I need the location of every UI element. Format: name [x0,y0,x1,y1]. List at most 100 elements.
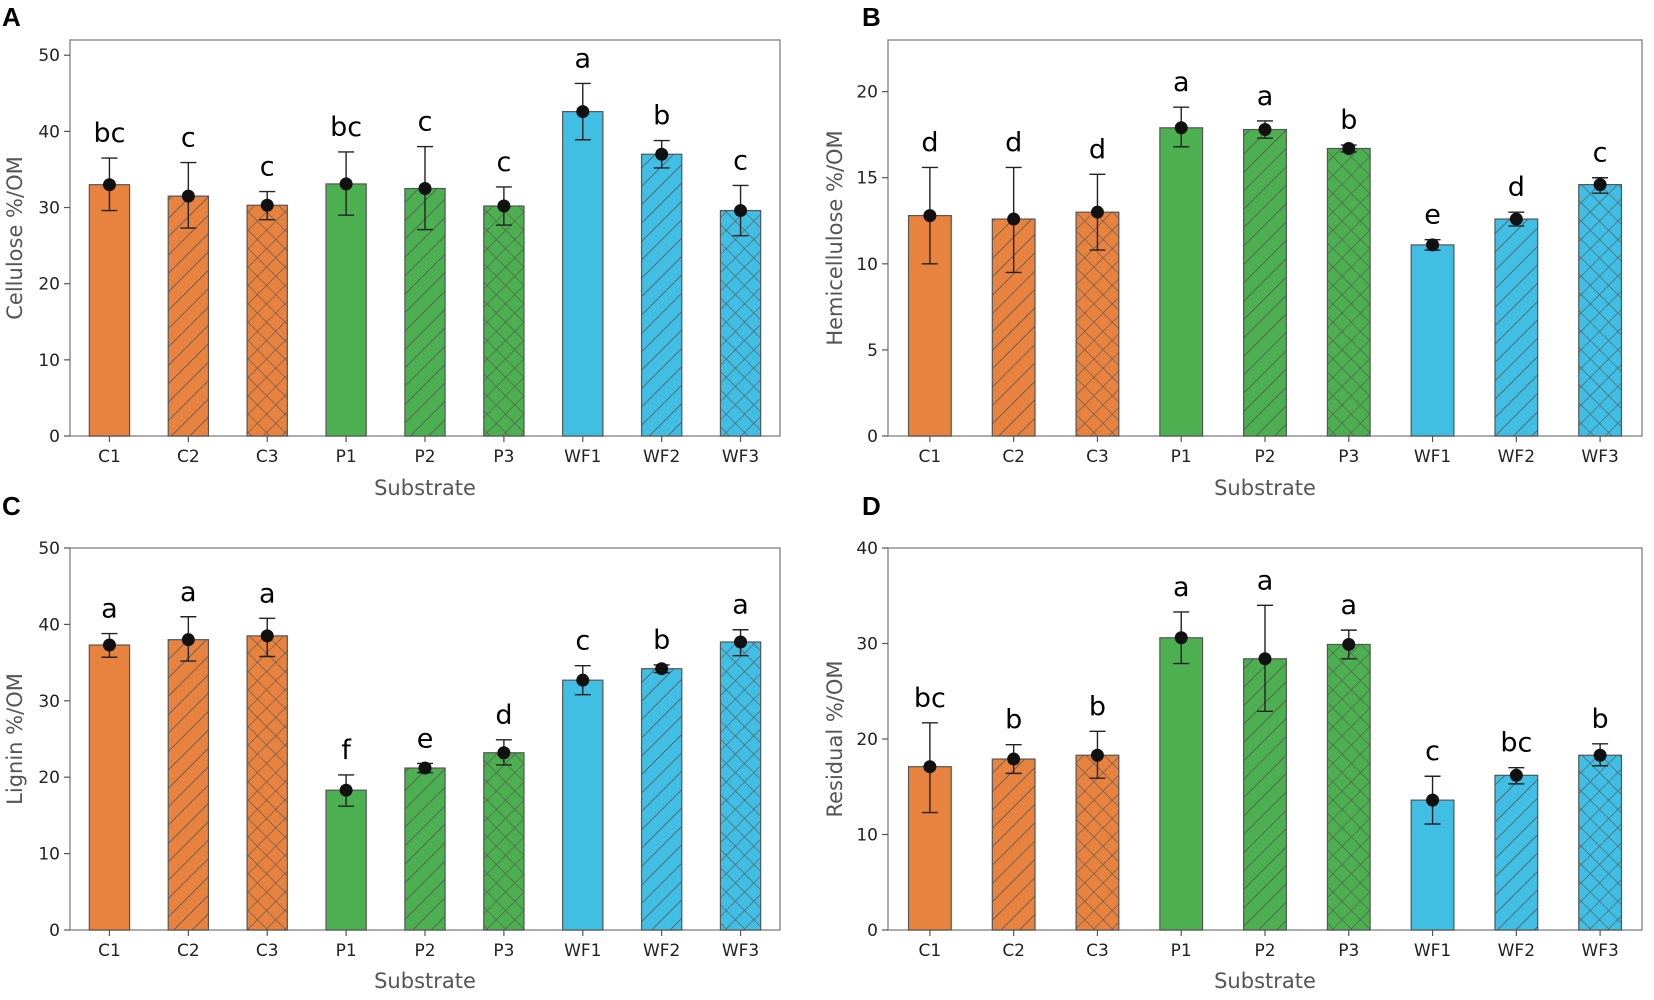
x-axis-label: Substrate [374,476,476,500]
x-tick-label: P3 [1338,941,1359,961]
mean-point [1090,748,1104,762]
x-tick-label: WF1 [1414,447,1451,467]
y-axis-label: Hemicellulose %/OM [823,130,847,345]
y-tick-label: 10 [856,826,878,846]
mean-point [1007,212,1021,226]
mean-point [497,746,511,760]
bar-hatch-wf3 [720,210,761,436]
y-tick-label: 5 [867,341,878,361]
mean-point [418,761,432,775]
mean-point [1258,123,1272,137]
bar-hatch-wf3 [1578,184,1622,436]
x-tick-label: WF3 [1581,447,1618,467]
mean-point [260,629,274,643]
significance-letter: d [1089,134,1106,165]
y-tick-label: 0 [49,921,60,941]
y-tick-label: 40 [856,539,878,559]
significance-letter: c [1425,736,1440,767]
bar-wf1 [562,679,604,931]
significance-letter: a [101,594,118,625]
bar-hatch-wf2 [641,668,682,930]
x-axis-label: Substrate [1214,476,1316,500]
panel-b: B 0 5 10 15 20 C1 d C2 d C3 d P1 a P2 a P3 b WF1 e WF2 d WF3 c… [823,2,1643,500]
y-axis-label: Cellulose %/OM [3,156,27,319]
significance-letter: d [495,700,512,731]
panel-a: A 01020304050C1bcC2cC3cP1bcP2cP3cWF1aWF2… [2,2,781,500]
x-tick-label: C2 [177,941,200,961]
mean-point [102,178,116,192]
x-tick-label: WF3 [1581,941,1618,961]
x-axis-label: Substrate [374,969,476,993]
x-tick-label: C1 [919,447,942,467]
y-tick-label: 20 [856,83,878,103]
panel-a-letter: A [2,2,21,32]
mean-point [1593,178,1607,192]
x-tick-label: P1 [336,447,357,467]
bar-wf1 [1410,244,1455,437]
x-tick-label: P1 [1171,941,1192,961]
mean-point [339,783,353,797]
bar-hatch-wf2 [1494,775,1538,930]
x-tick-label: WF2 [1498,941,1535,961]
significance-letter: f [341,735,352,766]
y-tick-label: 10 [856,255,878,275]
significance-letter: a [575,43,592,74]
y-axis-label: Lignin %/OM [3,673,27,805]
bar-p1 [1159,637,1204,931]
bar-hatch-wf2 [1494,219,1538,436]
x-tick-label: C3 [256,941,279,961]
significance-letter: a [180,577,197,608]
significance-letter: bc [914,683,946,714]
bar-p1 [325,789,367,931]
x-tick-label: C1 [98,447,121,467]
bar-hatch-p3 [483,752,525,930]
mean-point [655,147,669,161]
bar-hatch-c2 [992,759,1036,930]
significance-letter: c [575,626,590,657]
bar-hatch-c3 [1076,755,1119,930]
x-tick-label: P1 [1171,447,1192,467]
significance-letter: bc [93,118,125,149]
x-tick-label: C1 [919,941,942,961]
significance-letter: c [181,123,196,154]
x-tick-label: WF2 [643,447,680,467]
y-tick-label: 20 [38,768,60,788]
mean-point [102,638,116,652]
significance-letter: a [1257,565,1274,596]
x-tick-label: P1 [336,941,357,961]
mean-point [1426,793,1440,807]
bar-hatch-wf3 [1578,755,1622,930]
y-tick-label: 20 [38,275,60,295]
bar-hatch-wf2 [641,154,682,436]
bar-hatch-wf3 [720,641,761,930]
y-tick-label: 50 [38,539,60,559]
mean-point [418,182,432,195]
y-tick-label: 40 [38,615,60,635]
y-tick-label: 10 [38,845,60,865]
significance-letter: b [1005,705,1022,736]
mean-point [1007,752,1021,766]
x-tick-label: C2 [1002,447,1025,467]
bar-c1 [88,644,131,931]
significance-letter: bc [1500,728,1532,759]
bar-p1 [325,183,367,437]
y-tick-label: 30 [38,692,60,712]
significance-letter: a [1341,590,1358,621]
significance-letter: b [1340,105,1357,136]
x-tick-label: C2 [177,447,200,467]
mean-point [1426,238,1440,252]
y-tick-label: 10 [38,351,60,371]
panel-d: D 0 10 20 30 40 C1 bc C2 b C3 b P1 a P2 a P3 a WF1 c WF2 bc W… [823,491,1643,993]
mean-point [1258,652,1272,666]
mean-point [1342,637,1356,651]
x-tick-label: WF1 [1414,941,1451,961]
y-tick-label: 15 [856,169,878,189]
significance-letter: b [1592,704,1609,735]
mean-point [339,177,353,191]
mean-point [1090,205,1104,219]
x-tick-label: C1 [98,941,121,961]
x-tick-label: P2 [1254,941,1275,961]
x-tick-label: P2 [414,941,435,961]
mean-point [1509,212,1523,226]
